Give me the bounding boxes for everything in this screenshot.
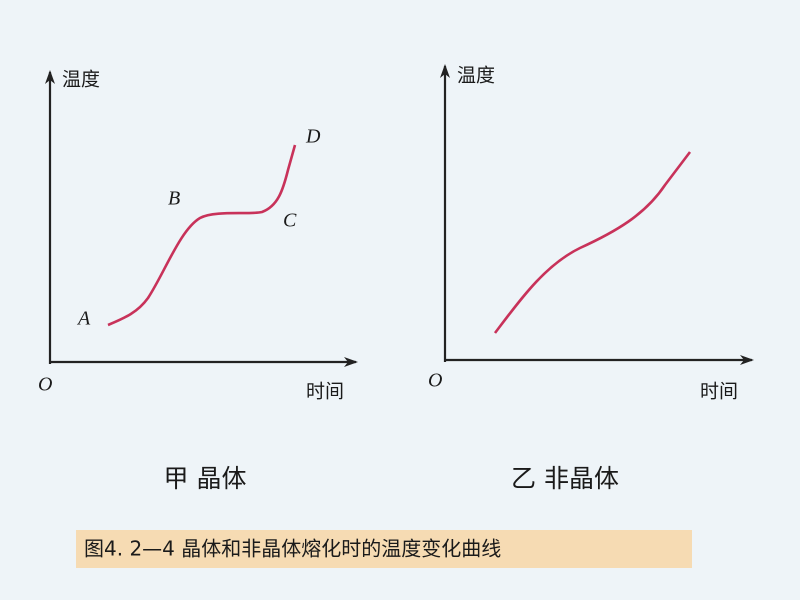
melting-curve [107,144,297,327]
point-label: A [76,308,91,330]
panel-amorphous: 温度 时间 O 乙 非晶体 [428,64,754,493]
caption-background [76,530,692,568]
panel-crystal: 温度 时间 O A B C D 甲 晶体 [38,69,358,493]
origin: O [428,370,442,392]
panel-caption: 甲 晶体 [164,464,247,493]
y-label: 温度 [457,65,495,87]
x-label: 时间 [700,381,738,403]
melting-curve [493,151,692,334]
figure-caption: 图4. 2—4 晶体和非晶体熔化时的温度变化曲线 [84,537,501,561]
y-label: 温度 [62,69,100,91]
point-label: B [168,188,180,210]
origin: O [38,374,52,396]
point-label: C [283,210,297,232]
point-label: D [305,126,321,148]
panel-caption: 乙 非晶体 [511,464,619,493]
x-label: 时间 [306,381,344,403]
